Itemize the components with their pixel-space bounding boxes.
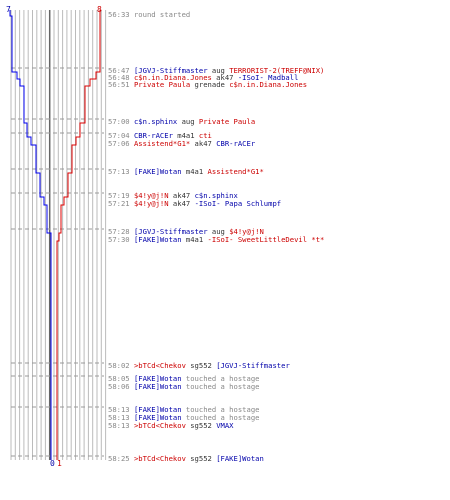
ct-end-score: 0 bbox=[50, 459, 55, 468]
event-time: 57:00 bbox=[108, 117, 130, 126]
t-end-score: 1 bbox=[57, 459, 62, 468]
event-time: 56:33 bbox=[108, 10, 130, 19]
event-text: VMAX bbox=[216, 421, 234, 430]
event-time: 57:21 bbox=[108, 199, 130, 208]
event-text: grenade bbox=[190, 80, 230, 89]
event-text: ak47 bbox=[211, 73, 238, 82]
event-time: 57:13 bbox=[108, 167, 130, 176]
event-text: Assistend*G1* bbox=[133, 139, 191, 148]
event-time: 58:13 bbox=[108, 421, 130, 430]
event-text: Private Paula bbox=[198, 117, 256, 126]
event-text: ak47 bbox=[190, 139, 217, 148]
event-time: 56:48 bbox=[108, 73, 130, 82]
event-text: [JGVJ-Stiffmaster bbox=[133, 66, 208, 75]
event-text: m4a1 bbox=[172, 131, 199, 140]
event-time: 56:51 bbox=[108, 80, 130, 89]
event-text: ak47 bbox=[168, 191, 195, 200]
event-row: 57:06 Assistend*G1* ak47 CBR-rACEr bbox=[108, 140, 255, 148]
event-row: 56:33 round started bbox=[108, 11, 190, 19]
event-text: >bTCd<Chekov bbox=[133, 454, 186, 463]
event-time: 58:06 bbox=[108, 382, 130, 391]
event-row: 57:13 [FAKE]Wotan m4a1 Assistend*G1* bbox=[108, 168, 264, 176]
event-time: 57:04 bbox=[108, 131, 130, 140]
event-text: -ISoI- Papa Schlumpf bbox=[194, 199, 282, 208]
event-text: [FAKE]Wotan bbox=[133, 374, 182, 383]
event-text: [FAKE]Wotan bbox=[133, 405, 182, 414]
event-time: 57:06 bbox=[108, 139, 130, 148]
event-row: 56:51 Private Paula grenade c$n.in.Diana… bbox=[108, 81, 307, 89]
event-text: sg552 bbox=[185, 361, 217, 370]
event-text: >bTCd<Chekov bbox=[133, 361, 186, 370]
event-text: aug bbox=[207, 66, 230, 75]
event-time: 56:47 bbox=[108, 66, 130, 75]
event-time: 58:13 bbox=[108, 413, 130, 422]
event-text: $4!y@j!N bbox=[133, 199, 169, 208]
event-text: [FAKE]Wotan bbox=[133, 413, 182, 422]
event-row: 58:05 [FAKE]Wotan touched a hostage bbox=[108, 375, 259, 383]
event-time: 57:28 bbox=[108, 227, 130, 236]
event-time: 58:25 bbox=[108, 454, 130, 463]
event-text: touched a hostage bbox=[181, 405, 260, 414]
event-text: [FAKE]Wotan bbox=[133, 235, 182, 244]
event-text: sg552 bbox=[185, 421, 217, 430]
event-text: m4a1 bbox=[181, 167, 208, 176]
t-alive-line bbox=[56, 10, 101, 460]
event-text: Private Paula bbox=[133, 80, 191, 89]
event-text: c$n.sphinx bbox=[194, 191, 238, 200]
event-row: 57:00 c$n.sphinx aug Private Paula bbox=[108, 118, 255, 126]
event-time: 57:30 bbox=[108, 235, 130, 244]
event-row: 57:04 CBR-rACEr m4a1 cti bbox=[108, 132, 212, 140]
event-text: [JGVJ-Stiffmaster bbox=[133, 227, 208, 236]
event-row: 57:28 [JGVJ-Stiffmaster aug $4!y@j!N bbox=[108, 228, 264, 236]
event-time: 58:02 bbox=[108, 361, 130, 370]
event-row: 58:06 [FAKE]Wotan touched a hostage bbox=[108, 383, 259, 391]
event-time: 57:19 bbox=[108, 191, 130, 200]
event-text: Assistend*G1* bbox=[207, 167, 264, 176]
event-text: [FAKE]Wotan bbox=[133, 382, 182, 391]
event-time: 58:05 bbox=[108, 374, 130, 383]
event-text: m4a1 bbox=[181, 235, 208, 244]
event-text: ak47 bbox=[168, 199, 195, 208]
event-row: 58:02 >bTCd<Chekov sg552 [JGVJ-Stiffmast… bbox=[108, 362, 290, 370]
event-row: 58:25 >bTCd<Chekov sg552 [FAKE]Wotan bbox=[108, 455, 264, 463]
event-text: aug bbox=[207, 227, 230, 236]
event-text: CBR-rACEr bbox=[133, 131, 173, 140]
event-text: round started bbox=[133, 10, 191, 19]
event-text: $4!y@j!N bbox=[229, 227, 264, 236]
event-row: 58:13 >bTCd<Chekov sg552 VMAX bbox=[108, 422, 234, 430]
event-text: [JGVJ-Stiffmaster bbox=[216, 361, 290, 370]
event-text: [FAKE]Wotan bbox=[133, 167, 182, 176]
event-row: 57:19 $4!y@j!N ak47 c$n.sphinx bbox=[108, 192, 238, 200]
t-start-score: 8 bbox=[97, 5, 102, 14]
event-text: cti bbox=[198, 131, 212, 140]
event-text: c$n.sphinx bbox=[133, 117, 178, 126]
event-text: $4!y@j!N bbox=[133, 191, 169, 200]
event-text: touched a hostage bbox=[181, 382, 260, 391]
event-row: 56:47 [JGVJ-Stiffmaster aug TERRORIST-2(… bbox=[108, 67, 324, 75]
event-row: 58:13 [FAKE]Wotan touched a hostage bbox=[108, 414, 259, 422]
event-text: -ISoI- SweetLittleDevil *t* bbox=[207, 235, 325, 244]
event-row: 57:30 [FAKE]Wotan m4a1 -ISoI- SweetLittl… bbox=[108, 236, 324, 244]
event-text: c$n.in.Diana.Jones bbox=[133, 73, 212, 82]
event-row: 58:13 [FAKE]Wotan touched a hostage bbox=[108, 406, 259, 414]
event-text: sg552 bbox=[185, 454, 217, 463]
event-time: 58:13 bbox=[108, 405, 130, 414]
event-text: c$n.in.Diana.Jones bbox=[229, 80, 308, 89]
event-text: CBR-rACEr bbox=[216, 139, 256, 148]
event-text: TERRORIST-2(TREFF@NIX) bbox=[229, 66, 325, 75]
event-text: aug bbox=[177, 117, 199, 126]
event-text: touched a hostage bbox=[181, 374, 260, 383]
event-text: >bTCd<Chekov bbox=[133, 421, 186, 430]
event-text: touched a hostage bbox=[181, 413, 260, 422]
event-row: 57:21 $4!y@j!N ak47 -ISoI- Papa Schlumpf bbox=[108, 200, 281, 208]
ct-start-score: 7 bbox=[6, 5, 11, 14]
event-row: 56:48 c$n.in.Diana.Jones ak47 -ISoI- Mad… bbox=[108, 74, 298, 82]
event-text: [FAKE]Wotan bbox=[216, 454, 264, 463]
ct-alive-line bbox=[9, 10, 52, 460]
event-text: -ISoI- Madball bbox=[237, 73, 299, 82]
